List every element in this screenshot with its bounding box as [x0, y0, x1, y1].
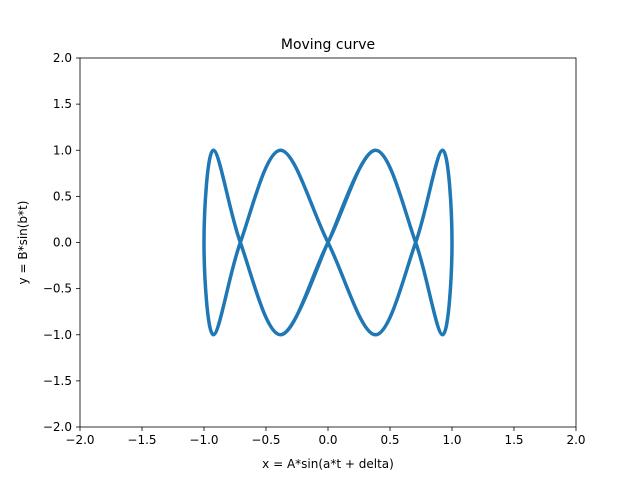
x-tick-label: −1.0 — [189, 433, 218, 447]
y-tick-label: 0.5 — [53, 189, 72, 203]
y-axis: −2.0 −1.5 −1.0 −0.5 0.0 0.5 1.0 1.5 2.0 — [43, 51, 80, 434]
y-tick-label: −2.0 — [43, 420, 72, 434]
x-axis-label: x = A*sin(a*t + delta) — [262, 457, 394, 471]
x-tick-label: 2.0 — [566, 433, 585, 447]
x-tick-label: 0.0 — [318, 433, 337, 447]
y-tick-label: −1.5 — [43, 374, 72, 388]
x-tick-label: −1.5 — [127, 433, 156, 447]
x-tick-label: −0.5 — [251, 433, 280, 447]
y-tick-label: 0.0 — [53, 236, 72, 250]
y-tick-label: −0.5 — [43, 282, 72, 296]
y-tick-label: 2.0 — [53, 51, 72, 65]
plot-area — [202, 148, 454, 337]
x-axis: −2.0 −1.5 −1.0 −0.5 0.0 0.5 1.0 1.5 2.0 — [65, 427, 586, 447]
y-axis-label: y = B*sin(b*t) — [16, 201, 30, 285]
chart-title: Moving curve — [281, 37, 375, 53]
y-tick-label: 1.0 — [53, 143, 72, 157]
x-tick-label: 1.5 — [504, 433, 523, 447]
y-tick-label: −1.0 — [43, 328, 72, 342]
x-tick-label: −2.0 — [65, 433, 94, 447]
x-tick-label: 1.0 — [442, 433, 461, 447]
y-tick-label: 1.5 — [53, 97, 72, 111]
x-tick-label: 0.5 — [380, 433, 399, 447]
series-line — [202, 148, 454, 337]
